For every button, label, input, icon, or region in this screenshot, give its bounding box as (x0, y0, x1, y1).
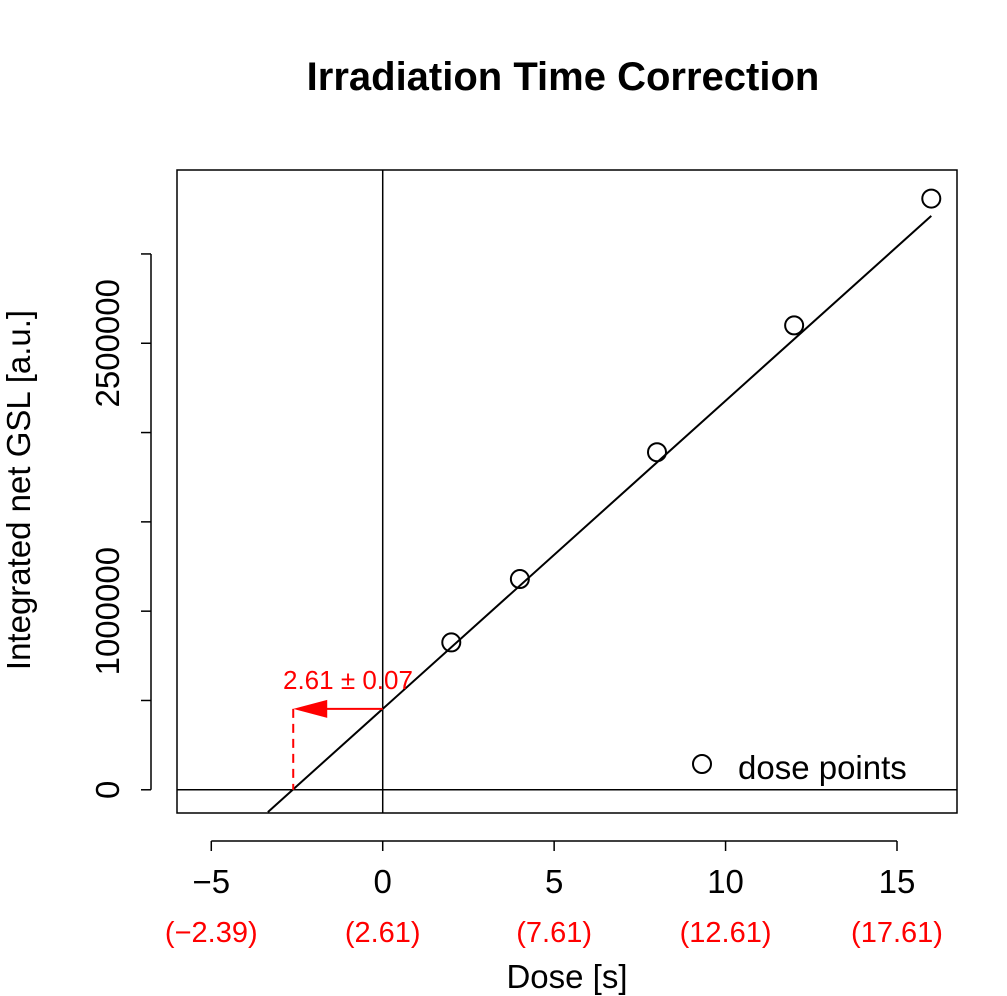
y-tick-label: 1000000 (89, 547, 126, 675)
legend-marker (692, 754, 712, 774)
data-point (921, 188, 942, 209)
y-axis: 0 1000000 2500000 (89, 253, 152, 799)
x-corrected-tick-label: (12.61) (680, 917, 772, 949)
data-point (509, 569, 530, 590)
annotation-layer: 2.61 ± 0.07 (283, 665, 413, 790)
data-point (647, 442, 667, 463)
x-corrected-tick-label: (17.61) (851, 917, 943, 949)
x-tick-label: 10 (707, 863, 744, 900)
data-points (441, 188, 942, 653)
correction-arrowhead (293, 699, 328, 718)
y-tick-label: 2500000 (89, 279, 126, 407)
x-corrected-tick-label: (7.61) (516, 917, 592, 949)
fit-line-layer (267, 215, 932, 813)
y-axis-label: Integrated net GSL [a.u.] (0, 310, 37, 670)
reference-lines (177, 170, 957, 813)
legend: dose points (692, 749, 907, 786)
data-point (441, 632, 462, 653)
x-axis-label: Dose [s] (506, 958, 627, 995)
x-tick-label: −5 (192, 863, 230, 900)
x-tick-label: 5 (545, 863, 563, 900)
legend-label: dose points (738, 749, 907, 786)
data-point (784, 315, 805, 336)
x-axis: −5 (−2.39) 0 (2.61) 5 (7.61) 10 (12.61) 15 (17.61… (165, 840, 943, 949)
x-corrected-tick-label: (−2.39) (165, 917, 258, 949)
correction-value-label: 2.61 ± 0.07 (283, 665, 413, 695)
fit-line (267, 215, 932, 813)
x-corrected-tick-label: (2.61) (345, 917, 421, 949)
chart-title: Irradiation Time Correction (307, 55, 820, 99)
x-tick-label: 0 (374, 863, 392, 900)
x-tick-label: 15 (879, 863, 916, 900)
y-tick-label: 0 (89, 781, 126, 799)
plot-frame (176, 169, 958, 814)
